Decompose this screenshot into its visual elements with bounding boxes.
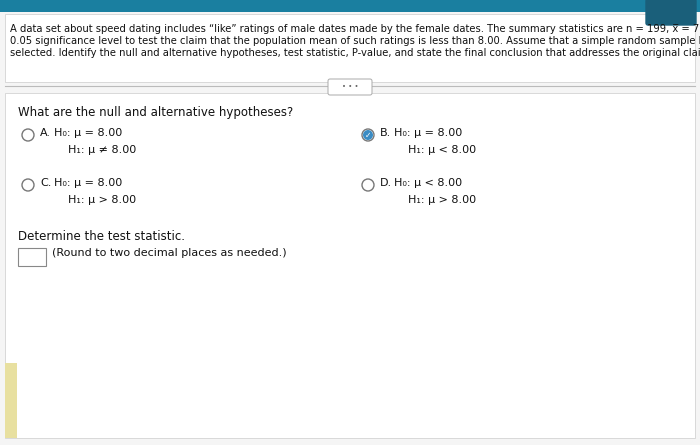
Text: • • •: • • • xyxy=(342,84,358,90)
Text: B.: B. xyxy=(380,128,391,138)
Circle shape xyxy=(22,129,34,141)
Text: H₀: μ = 8.00: H₀: μ = 8.00 xyxy=(394,128,462,138)
FancyBboxPatch shape xyxy=(5,363,17,438)
FancyBboxPatch shape xyxy=(0,12,700,445)
Text: H₁: μ < 8.00: H₁: μ < 8.00 xyxy=(408,145,476,155)
Text: H₁: μ > 8.00: H₁: μ > 8.00 xyxy=(408,195,476,205)
Text: H₀: μ = 8.00: H₀: μ = 8.00 xyxy=(54,178,122,188)
Text: A data set about speed dating includes “like” ratings of male dates made by the : A data set about speed dating includes “… xyxy=(10,24,700,34)
Text: selected. Identify the null and alternative hypotheses, test statistic, P-value,: selected. Identify the null and alternat… xyxy=(10,48,700,58)
Text: A.: A. xyxy=(40,128,51,138)
Text: H₁: μ ≠ 8.00: H₁: μ ≠ 8.00 xyxy=(68,145,136,155)
FancyBboxPatch shape xyxy=(5,93,695,438)
Text: What are the null and alternative hypotheses?: What are the null and alternative hypoth… xyxy=(18,106,293,119)
Text: C.: C. xyxy=(40,178,51,188)
Circle shape xyxy=(22,179,34,191)
Circle shape xyxy=(362,179,374,191)
Text: (Round to two decimal places as needed.): (Round to two decimal places as needed.) xyxy=(52,248,286,258)
FancyBboxPatch shape xyxy=(646,0,696,25)
FancyBboxPatch shape xyxy=(328,79,372,95)
FancyBboxPatch shape xyxy=(0,0,700,12)
Circle shape xyxy=(362,129,374,141)
Text: H₁: μ > 8.00: H₁: μ > 8.00 xyxy=(68,195,136,205)
Text: D.: D. xyxy=(380,178,392,188)
FancyBboxPatch shape xyxy=(5,14,695,82)
Text: Determine the test statistic.: Determine the test statistic. xyxy=(18,230,185,243)
Text: H₀: μ < 8.00: H₀: μ < 8.00 xyxy=(394,178,462,188)
Text: H₀: μ = 8.00: H₀: μ = 8.00 xyxy=(54,128,122,138)
FancyBboxPatch shape xyxy=(18,248,46,266)
Text: 0.05 significance level to test the claim that the population mean of such ratin: 0.05 significance level to test the clai… xyxy=(10,36,700,46)
Circle shape xyxy=(363,130,373,140)
Text: ✓: ✓ xyxy=(365,130,371,139)
